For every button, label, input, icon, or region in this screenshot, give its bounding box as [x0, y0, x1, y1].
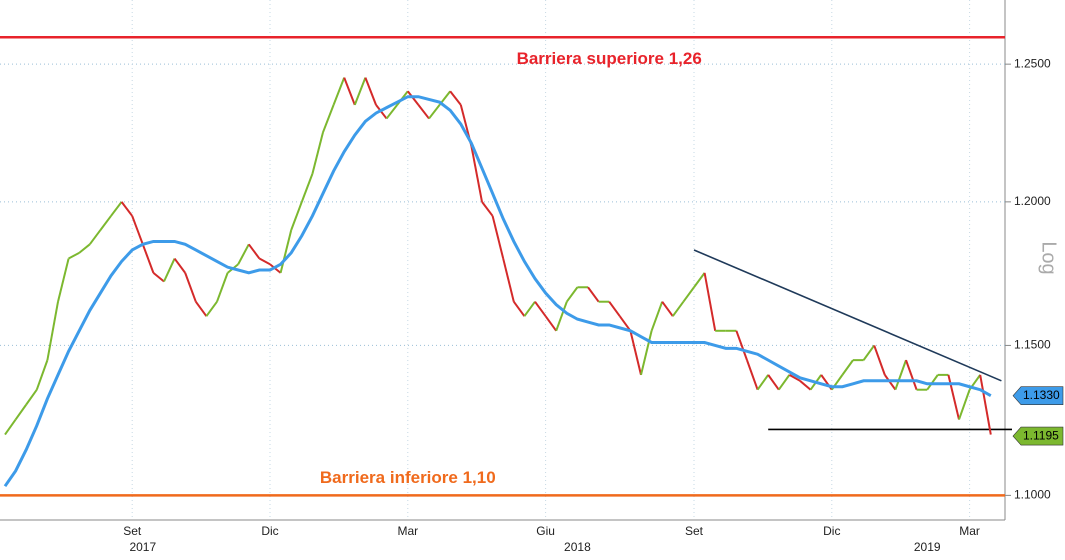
- barrier-label: Barriera inferiore 1,10: [320, 468, 496, 487]
- price-segment: [767, 374, 780, 391]
- price-segment: [746, 359, 759, 391]
- price-segment: [958, 389, 971, 420]
- price-segment: [693, 272, 706, 288]
- price-segment: [68, 251, 80, 260]
- last-value-label: 1.1330: [1023, 388, 1060, 402]
- price-segment: [682, 286, 695, 303]
- price-segment: [512, 301, 526, 317]
- price-segment: [300, 173, 314, 203]
- price-segment: [841, 359, 854, 376]
- price-segment: [735, 330, 748, 361]
- price-segment: [502, 258, 515, 302]
- price-segment: [290, 201, 303, 231]
- price-segment: [14, 404, 28, 421]
- price-segment: [343, 77, 356, 106]
- price-segment: [756, 374, 770, 391]
- price-segment: [247, 243, 261, 260]
- price-segment: [194, 301, 208, 317]
- price-segment: [947, 374, 960, 420]
- price-segment: [46, 301, 59, 361]
- price-segment: [88, 229, 102, 245]
- price-segment: [205, 301, 218, 317]
- price-segment: [4, 418, 17, 436]
- price-segment: [279, 229, 293, 274]
- price-segment: [35, 359, 49, 391]
- price-segment: [141, 243, 155, 274]
- x-tick-label: Giu: [536, 524, 555, 538]
- price-segment: [873, 345, 886, 376]
- price-segment: [78, 243, 91, 254]
- y-tick-label: 1.1000: [1014, 488, 1051, 502]
- price-segment: [25, 389, 38, 406]
- price-segment: [629, 330, 642, 376]
- price-segment: [417, 104, 430, 120]
- last-value-label: 1.1195: [1023, 428, 1059, 442]
- price-segment: [905, 359, 918, 391]
- price-segment: [491, 215, 505, 259]
- price-segment: [173, 257, 187, 274]
- price-segment: [640, 330, 653, 376]
- price-segment: [131, 215, 144, 245]
- price-segment: [152, 272, 165, 283]
- price-segment: [163, 258, 176, 282]
- price-segment: [799, 380, 812, 391]
- price-segment: [353, 77, 367, 106]
- price-segment: [385, 104, 398, 120]
- price-segment: [661, 301, 674, 317]
- y-tick-label: 1.2500: [1014, 56, 1051, 70]
- price-segment: [237, 243, 250, 265]
- axis-label: Log: [1038, 241, 1060, 274]
- year-label: 2018: [564, 540, 591, 554]
- price-segment: [99, 215, 112, 231]
- price-segment: [565, 286, 579, 303]
- price-segment: [428, 104, 441, 120]
- x-tick-label: Dic: [261, 524, 278, 538]
- x-tick-label: Set: [685, 524, 704, 538]
- price-segment: [481, 201, 494, 217]
- x-tick-label: Dic: [823, 524, 840, 538]
- price-segment: [650, 301, 664, 332]
- trend-line: [693, 249, 1002, 382]
- price-segment: [608, 301, 621, 317]
- y-tick-label: 1.2000: [1014, 194, 1051, 208]
- price-segment: [777, 374, 791, 391]
- price-segment: [120, 201, 133, 217]
- price-segment: [523, 301, 536, 317]
- last-value-tag: [1012, 426, 1064, 446]
- price-segment: [184, 272, 197, 303]
- price-segment: [618, 315, 632, 332]
- price-segment: [587, 286, 600, 303]
- last-value-tag: [1012, 386, 1064, 405]
- price-segment: [894, 359, 907, 391]
- price-segment: [110, 201, 123, 217]
- price-segment: [788, 374, 801, 382]
- price-segment: [322, 104, 335, 133]
- price-segment: [555, 301, 568, 332]
- price-segment: [862, 344, 876, 361]
- price-segment: [534, 301, 547, 317]
- price-segment: [671, 301, 685, 317]
- year-label: 2019: [914, 540, 941, 554]
- price-segment: [216, 272, 229, 303]
- price-segment: [311, 132, 324, 175]
- price-segment: [979, 374, 992, 435]
- price-segment: [332, 77, 346, 106]
- y-tick-label: 1.1500: [1014, 338, 1051, 352]
- moving-average: [3, 95, 992, 488]
- x-tick-label: Set: [123, 524, 142, 538]
- x-tick-label: Mar: [397, 524, 418, 538]
- price-segment: [57, 258, 70, 302]
- price-segment: [703, 272, 717, 331]
- barrier-label: Barriera superiore 1,26: [517, 49, 702, 68]
- price-segment: [364, 77, 377, 106]
- year-label: 2017: [129, 540, 156, 554]
- price-segment: [544, 315, 558, 332]
- price-segment: [258, 257, 271, 266]
- price-segment: [470, 145, 483, 203]
- x-tick-label: Mar: [959, 524, 980, 538]
- price-segment: [449, 90, 462, 106]
